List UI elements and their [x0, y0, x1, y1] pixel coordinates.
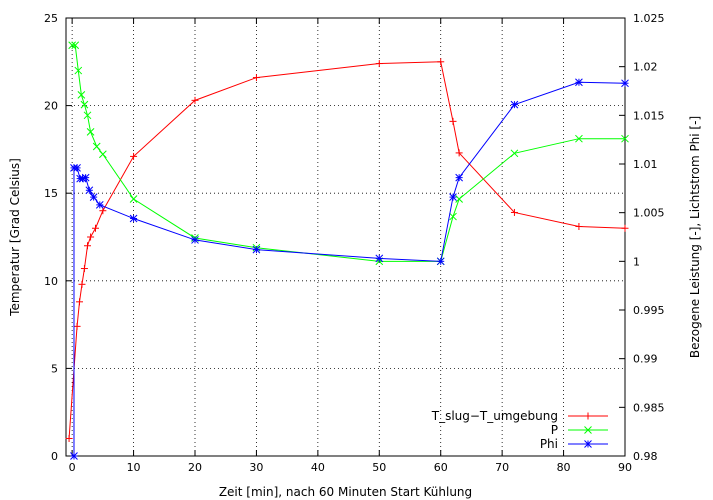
data-point: [78, 280, 86, 288]
data-point: [575, 78, 583, 87]
data-point: [449, 212, 457, 221]
data-point: [80, 265, 88, 273]
y-tick-label: 10: [44, 275, 58, 288]
data-point: [73, 322, 81, 330]
data-point: [81, 173, 90, 182]
data-point: [129, 195, 138, 203]
data-point: [73, 164, 81, 172]
data-point: [455, 173, 463, 182]
x-tick-label: 50: [372, 461, 386, 474]
series-t-slug-t-umgebung: [65, 58, 629, 442]
x-tick-label: 80: [557, 461, 571, 474]
data-point: [65, 434, 73, 442]
data-point: [455, 149, 463, 157]
x-tick-label: 30: [249, 461, 263, 474]
data-point: [510, 149, 519, 158]
data-point: [91, 224, 99, 232]
y2-tick-label: 1.01: [633, 158, 658, 171]
data-point: [77, 91, 86, 99]
data-point: [95, 201, 104, 209]
y2-tick-label: 1: [633, 255, 640, 268]
y-tick-label: 0: [51, 450, 58, 463]
data-point: [85, 186, 94, 195]
data-point: [575, 222, 583, 230]
data-point: [621, 224, 629, 232]
data-point: [84, 242, 91, 250]
y2-tick-label: 1.015: [633, 109, 665, 122]
data-point: [191, 236, 199, 244]
y2-tick-label: 1.02: [633, 61, 658, 74]
y2-tick-label: 1.025: [633, 12, 665, 25]
x-tick-label: 10: [127, 461, 141, 474]
data-point: [510, 100, 519, 109]
y-tick-label: 5: [51, 362, 58, 375]
data-point: [70, 452, 78, 460]
data-point: [375, 60, 383, 68]
legend-label: T_slug−T_umgebung: [431, 409, 558, 423]
data-point: [437, 58, 445, 66]
legend-swatch-marker: [584, 412, 592, 420]
data-point: [436, 257, 445, 266]
data-point: [83, 111, 92, 120]
series-layer: [65, 41, 629, 460]
data-point: [87, 233, 95, 241]
data-point: [92, 142, 101, 151]
data-point: [89, 193, 98, 201]
data-point: [449, 117, 457, 125]
x-tick-label: 20: [188, 461, 202, 474]
data-point: [68, 41, 76, 50]
data-point: [252, 74, 260, 82]
series-phi: [70, 78, 629, 460]
data-point: [575, 134, 583, 143]
y2-axis-label: Bezogene Leistung [-], Lichtstrom Phi [-…: [688, 116, 702, 358]
data-point: [191, 96, 199, 104]
data-point: [130, 152, 138, 160]
x-tick-label: 0: [69, 461, 76, 474]
data-point: [375, 254, 384, 263]
data-point: [71, 41, 80, 50]
data-point: [80, 100, 89, 109]
x-tick-label: 60: [434, 461, 448, 474]
plot-frame: [65, 17, 626, 457]
legend-label: P: [551, 423, 558, 437]
data-point: [86, 128, 95, 136]
y2-tick-label: 0.98: [633, 450, 658, 463]
data-point: [621, 134, 629, 143]
data-point: [621, 79, 629, 88]
data-point: [99, 150, 107, 159]
legend-swatch-marker: [584, 440, 592, 448]
x-axis-label: Zeit [min], nach 60 Minuten Start Kühlun…: [219, 485, 472, 499]
data-point: [510, 208, 518, 216]
axis-ticks: 0 10 20 30 40 50 60 70 80 90 0 5 10 15 20 25 0.98 0.985 0.…: [44, 12, 665, 474]
data-point: [455, 195, 463, 203]
x-tick-label: 70: [495, 461, 509, 474]
legend-swatch-marker: [584, 426, 592, 434]
data-point: [449, 193, 457, 201]
y-tick-label: 15: [44, 187, 58, 200]
x-tick-label: 90: [618, 461, 632, 474]
y2-tick-label: 0.99: [633, 353, 658, 366]
y2-tick-label: 0.985: [633, 401, 665, 414]
x-tick-label: 40: [311, 461, 325, 474]
y-tick-label: 20: [44, 100, 58, 113]
data-point: [129, 214, 138, 223]
data-point: [74, 66, 83, 75]
data-point: [76, 298, 84, 306]
y2-tick-label: 0.995: [633, 304, 665, 317]
legend-label: Phi: [540, 437, 558, 451]
y-tick-label: 25: [44, 12, 58, 25]
data-point: [252, 245, 261, 254]
y2-tick-label: 1.005: [633, 207, 665, 220]
y-axis-label: Temperatur [Grad Celsius]: [8, 158, 22, 317]
